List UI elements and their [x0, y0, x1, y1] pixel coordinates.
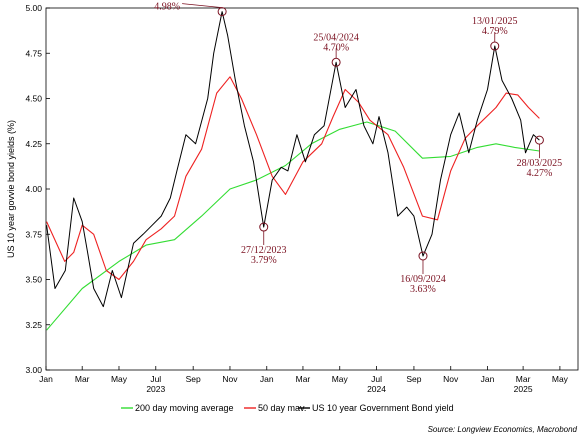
x-tick-label: Nov: [443, 374, 459, 384]
legend-label: 50 day mav.: [258, 403, 306, 413]
annotation-value: 4.70%: [323, 42, 349, 53]
series-layer: [46, 11, 540, 331]
x-tick-label: Sep: [406, 374, 421, 384]
y-tick-label: 3.25: [25, 320, 42, 330]
y-tick-label: 4.00: [25, 184, 42, 194]
x-year-label: 2024: [367, 384, 386, 394]
x-tick-label: May: [332, 374, 349, 384]
x-tick-label: Mar: [75, 374, 90, 384]
x-tick-label: Jan: [481, 374, 495, 384]
annotation-date: 25/04/2024: [313, 32, 359, 43]
x-year-label: 2023: [146, 384, 165, 394]
annotation-value: 3.63%: [410, 284, 436, 295]
x-axis: Jan Mar May Jul Sep Nov Jan Mar May Jul Sep Nov Jan M…: [39, 366, 569, 394]
y-axis-label: US 10 year govvie bond yields (%): [6, 120, 16, 258]
legend-label: US 10 year Government Bond yield: [312, 403, 454, 413]
legend-label: 200 day moving average: [135, 403, 234, 413]
annotation-date: 13/01/2025: [472, 16, 518, 27]
x-tick-label: Mar: [296, 374, 311, 384]
x-tick-label: Jan: [260, 374, 274, 384]
x-tick-label: Sep: [186, 374, 201, 384]
y-tick-label: 3.50: [25, 275, 42, 285]
x-tick-label: Jan: [39, 374, 53, 384]
source-note: Source: Longview Economics, Macrobond: [428, 425, 578, 434]
y-tick-label: 5.00: [25, 3, 42, 13]
y-tick-label: 4.25: [25, 139, 42, 149]
annotation-value: 4.98%: [154, 2, 180, 13]
annotation-date: 28/03/2025: [517, 158, 563, 169]
y-tick-label: 4.75: [25, 48, 42, 58]
y-tick-label: 3.75: [25, 229, 42, 239]
x-tick-label: May: [552, 374, 569, 384]
annotation-value: 3.79%: [251, 255, 277, 266]
plot-frame: [45, 7, 579, 371]
x-tick-label: Jul: [150, 374, 161, 384]
annotation-date: 27/12/2023: [241, 245, 287, 256]
y-tick-label: 4.50: [25, 94, 42, 104]
annotation-value: 4.79%: [482, 26, 508, 37]
annotation-date: 19/10/2023: [144, 0, 190, 3]
legend: 200 day moving average 50 day mav. US 10 y…: [121, 403, 454, 413]
x-year-label: 2025: [514, 384, 533, 394]
annotation-value: 4.27%: [526, 168, 552, 179]
annotation-date: 16/09/2024: [400, 274, 446, 285]
x-tick-label: Mar: [516, 374, 531, 384]
x-tick-label: Jul: [371, 374, 382, 384]
series-line-2: [46, 11, 540, 308]
annotation-leader: [182, 3, 223, 9]
x-tick-label: Nov: [222, 374, 238, 384]
y-tick-label: 3.00: [25, 365, 42, 375]
x-tick-label: May: [111, 374, 128, 384]
y-axis: 3.00 3.25 3.50 3.75 4.00 4.25 4.50 4.75 5.00: [25, 3, 50, 375]
